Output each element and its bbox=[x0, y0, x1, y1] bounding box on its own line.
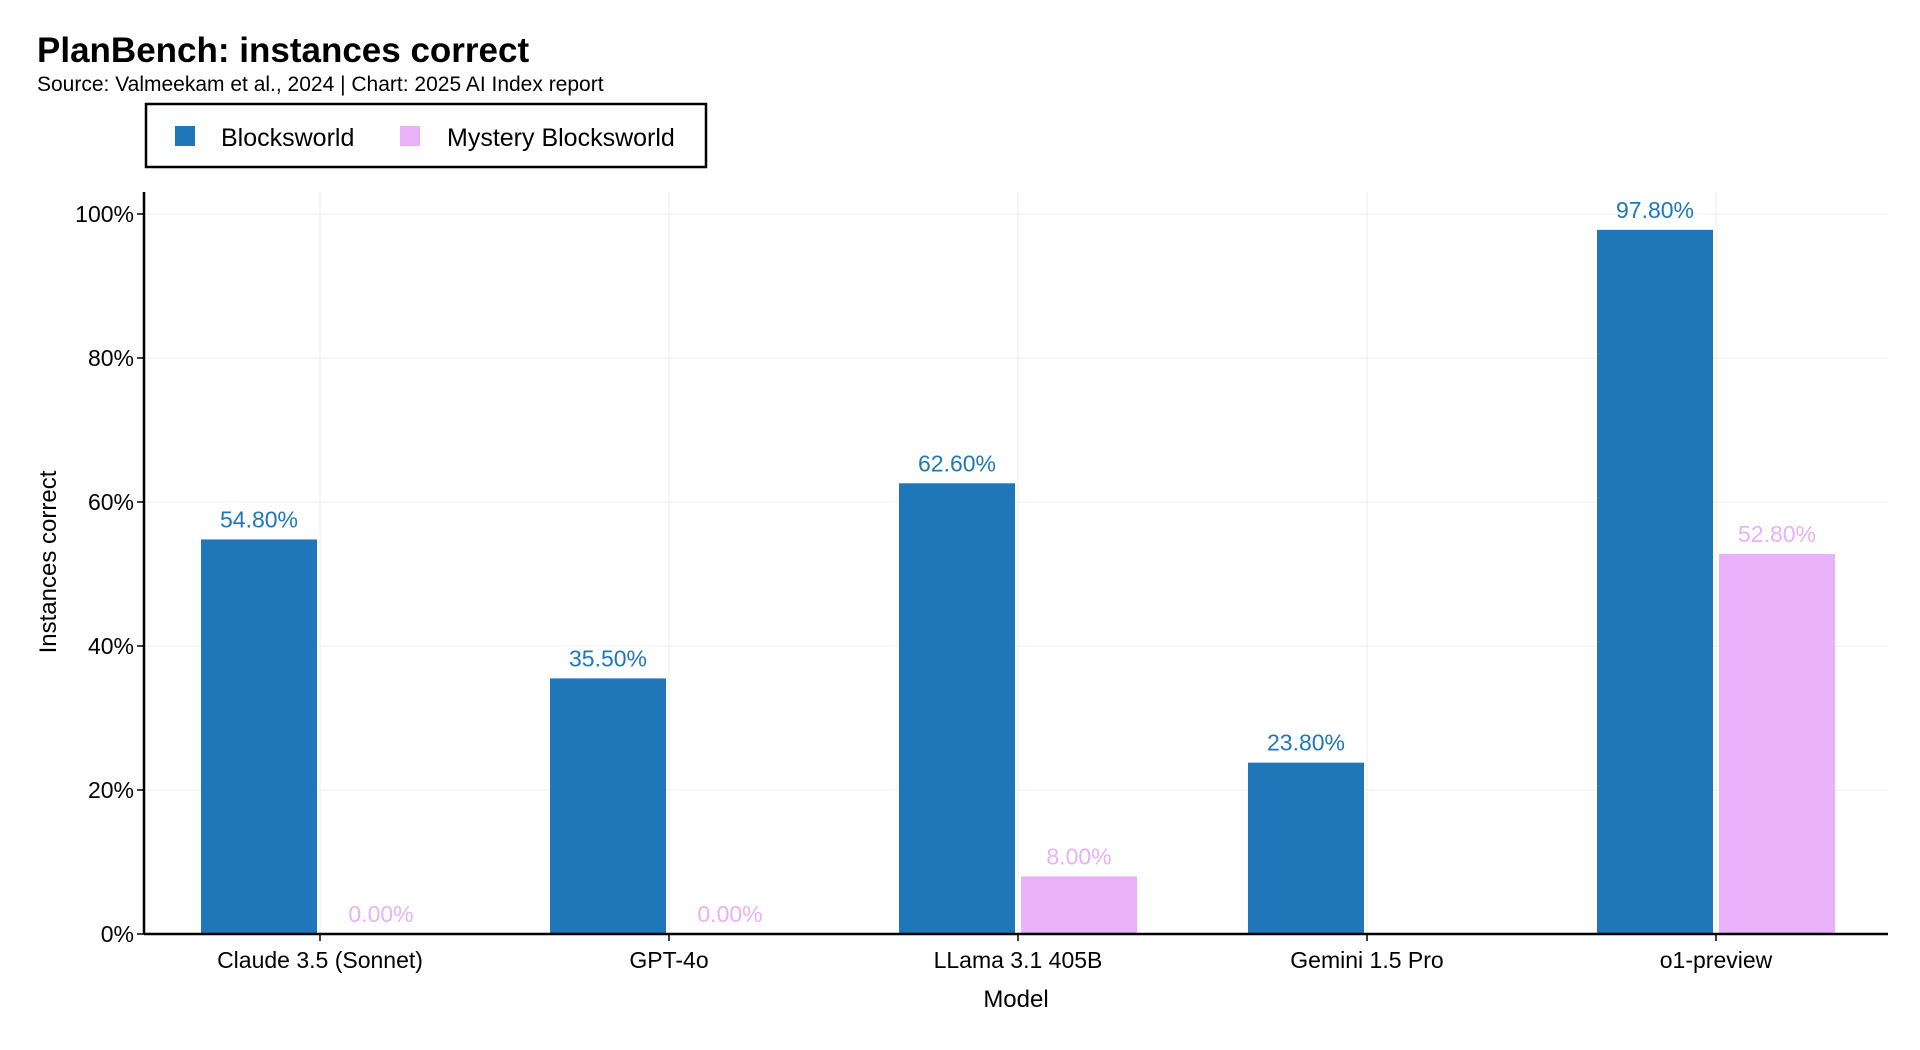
data-label-blocksworld: 54.80% bbox=[220, 506, 298, 532]
bar-mystery-blocksworld bbox=[1719, 553, 1835, 934]
y-axis-label: Instances correct bbox=[35, 470, 62, 653]
x-tick-label: Claude 3.5 (Sonnet) bbox=[217, 947, 423, 973]
legend: Blocksworld Mystery Blocksworld bbox=[144, 102, 708, 169]
legend-label-mystery-blocksworld: Mystery Blocksworld bbox=[447, 124, 675, 152]
legend-swatch-mystery-blocksworld bbox=[400, 126, 420, 146]
data-label-mystery-blocksworld: 0.00% bbox=[348, 901, 413, 927]
data-label-mystery-blocksworld: 0.00% bbox=[697, 901, 762, 927]
bar-mystery-blocksworld bbox=[1021, 876, 1137, 934]
bar-blocksworld bbox=[1248, 762, 1364, 934]
bar-blocksworld bbox=[899, 483, 1015, 934]
legend-label-blocksworld: Blocksworld bbox=[221, 124, 354, 152]
y-tick-label: 60% bbox=[88, 489, 134, 515]
bar-blocksworld bbox=[201, 539, 317, 934]
y-tick-label: 0% bbox=[101, 921, 134, 947]
legend-box bbox=[144, 102, 708, 169]
y-tick-label: 20% bbox=[88, 777, 134, 803]
chart-subtitle: Source: Valmeekam et al., 2024 | Chart: … bbox=[37, 73, 604, 96]
x-axis-ticks: Claude 3.5 (Sonnet) GPT-4o LLama 3.1 405B G… bbox=[217, 934, 1773, 973]
data-labels: 54.80% 35.50% 62.60% 23.80% 97.80% 0.00% 0.00%… bbox=[220, 197, 1816, 927]
bar-blocksworld bbox=[550, 678, 666, 934]
y-tick-label: 80% bbox=[88, 345, 134, 371]
data-label-mystery-blocksworld: 8.00% bbox=[1046, 843, 1111, 869]
bars bbox=[201, 229, 1835, 935]
data-label-blocksworld: 62.60% bbox=[918, 450, 996, 476]
data-label-blocksworld: 23.80% bbox=[1267, 730, 1345, 756]
y-axis-ticks: 0% 20% 40% 60% 80% 100% bbox=[75, 201, 144, 947]
y-tick-label: 100% bbox=[75, 201, 134, 227]
x-tick-label: o1-preview bbox=[1660, 947, 1773, 973]
x-tick-label: Gemini 1.5 Pro bbox=[1290, 947, 1443, 973]
data-label-blocksworld: 35.50% bbox=[569, 645, 647, 671]
x-tick-label: LLama 3.1 405B bbox=[934, 947, 1103, 973]
chart-title: PlanBench: instances correct bbox=[37, 31, 529, 70]
bar-blocksworld bbox=[1597, 229, 1713, 935]
data-label-blocksworld: 97.80% bbox=[1616, 197, 1694, 223]
data-label-mystery-blocksworld: 52.80% bbox=[1738, 521, 1816, 547]
legend-swatch-blocksworld bbox=[175, 126, 195, 146]
x-axis-label: Model bbox=[983, 986, 1048, 1013]
y-tick-label: 40% bbox=[88, 633, 134, 659]
x-tick-label: GPT-4o bbox=[629, 947, 708, 973]
